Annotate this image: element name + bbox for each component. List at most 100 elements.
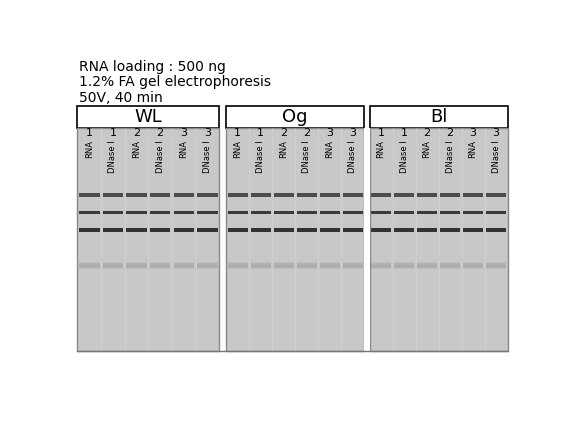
Text: 2: 2 (157, 128, 164, 138)
Bar (228, 266, 248, 268)
Bar (343, 267, 363, 269)
Text: 3: 3 (349, 128, 356, 138)
Text: 1: 1 (377, 128, 385, 138)
Bar (228, 263, 248, 266)
Bar (394, 266, 414, 268)
Bar (486, 265, 506, 267)
Bar (463, 262, 483, 265)
Bar (463, 263, 483, 266)
Bar (463, 265, 483, 267)
Bar (297, 267, 317, 269)
Bar (417, 266, 437, 268)
Bar (440, 193, 460, 197)
Bar (173, 262, 194, 265)
Bar (371, 267, 391, 269)
Bar (371, 265, 391, 267)
Bar (251, 267, 271, 269)
Text: DNase I: DNase I (108, 140, 117, 173)
Text: 1: 1 (401, 128, 408, 138)
Text: DNase I: DNase I (348, 140, 357, 173)
Bar (274, 228, 294, 232)
Bar (343, 228, 363, 232)
Bar (274, 263, 294, 266)
Text: 1: 1 (86, 128, 93, 138)
Bar (463, 266, 483, 268)
Bar (127, 266, 147, 268)
Bar (371, 263, 391, 266)
Bar (417, 211, 437, 214)
Bar (371, 266, 391, 268)
Bar (251, 266, 271, 268)
Bar (197, 228, 218, 232)
Bar (150, 266, 170, 268)
Text: DNase I: DNase I (491, 140, 500, 173)
Text: 2: 2 (280, 128, 287, 138)
Bar (228, 262, 248, 265)
Text: RNA: RNA (85, 140, 94, 158)
Text: DNase I: DNase I (400, 140, 409, 173)
Bar (297, 211, 317, 214)
Bar (228, 211, 248, 214)
Bar (274, 265, 294, 267)
Bar (343, 262, 363, 265)
Bar (417, 193, 437, 197)
Bar (297, 262, 317, 265)
Bar (228, 228, 248, 232)
Bar (343, 193, 363, 197)
Bar (150, 193, 170, 197)
Bar (463, 211, 483, 214)
Bar (79, 266, 100, 268)
Bar (297, 263, 317, 266)
Bar (394, 262, 414, 265)
Bar (417, 263, 437, 266)
Bar (440, 267, 460, 269)
Bar (343, 265, 363, 267)
Bar (197, 211, 218, 214)
Bar (173, 265, 194, 267)
Bar (79, 265, 100, 267)
Bar (486, 228, 506, 232)
Bar (486, 266, 506, 268)
Bar (228, 193, 248, 197)
Bar (103, 228, 123, 232)
Text: 3: 3 (470, 128, 477, 138)
Bar (197, 193, 218, 197)
Bar (297, 265, 317, 267)
Bar (394, 265, 414, 267)
Bar (417, 267, 437, 269)
Bar (79, 193, 100, 197)
Bar (251, 265, 271, 267)
Text: 2: 2 (303, 128, 310, 138)
Bar (274, 267, 294, 269)
Bar (127, 211, 147, 214)
Bar (274, 211, 294, 214)
Bar (150, 267, 170, 269)
Text: 1: 1 (234, 128, 241, 138)
Text: 2: 2 (133, 128, 140, 138)
Text: Bl: Bl (430, 108, 447, 126)
Bar (394, 193, 414, 197)
Bar (79, 211, 100, 214)
Text: 2: 2 (424, 128, 431, 138)
Bar (394, 267, 414, 269)
Text: 50V, 40 min: 50V, 40 min (79, 91, 163, 105)
Bar (79, 262, 100, 265)
Bar (274, 193, 294, 197)
Text: RNA: RNA (325, 140, 334, 158)
Text: RNA: RNA (132, 140, 141, 158)
Bar (127, 265, 147, 267)
Bar (320, 193, 340, 197)
Bar (274, 262, 294, 265)
Text: 2: 2 (446, 128, 454, 138)
Bar (173, 266, 194, 268)
Text: DNase I: DNase I (156, 140, 165, 173)
Text: DNase I: DNase I (203, 140, 212, 173)
Bar (440, 266, 460, 268)
Bar (127, 193, 147, 197)
Bar (297, 228, 317, 232)
Bar (226, 127, 364, 351)
Bar (79, 267, 100, 269)
Bar (103, 263, 123, 266)
Bar (79, 263, 100, 266)
Bar (371, 211, 391, 214)
